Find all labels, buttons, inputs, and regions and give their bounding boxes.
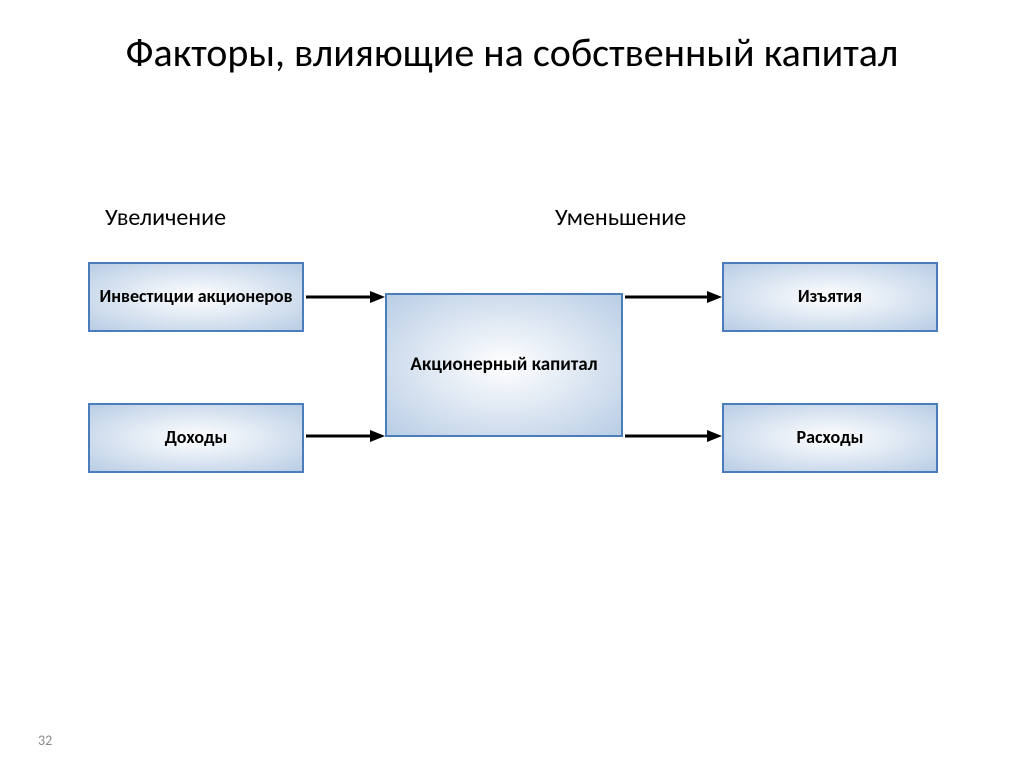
withdrawals-text: Изъятия — [798, 285, 862, 308]
center-text: Акционерный капитал — [410, 353, 597, 378]
expenses-text: Расходы — [797, 426, 864, 449]
expenses-box: Расходы — [722, 403, 938, 473]
investments-text: Инвестиции акционеров — [99, 285, 292, 308]
withdrawals-box: Изъятия — [722, 262, 938, 332]
income-text: Доходы — [165, 426, 228, 449]
investments-box: Инвестиции акционеров — [88, 262, 304, 332]
income-box: Доходы — [88, 403, 304, 473]
arrow-center-to-expenses — [625, 430, 722, 444]
page-number: 32 — [38, 732, 52, 749]
increase-label: Увеличение — [105, 203, 226, 232]
decrease-label: Уменьшение — [555, 203, 686, 232]
center-box: Акционерный капитал — [385, 293, 623, 437]
slide-title: Факторы, влияющие на собственный капитал — [0, 0, 1024, 78]
arrow-income-to-center — [306, 430, 385, 444]
arrow-investments-to-center — [306, 291, 385, 305]
arrow-center-to-withdrawals — [625, 291, 722, 305]
